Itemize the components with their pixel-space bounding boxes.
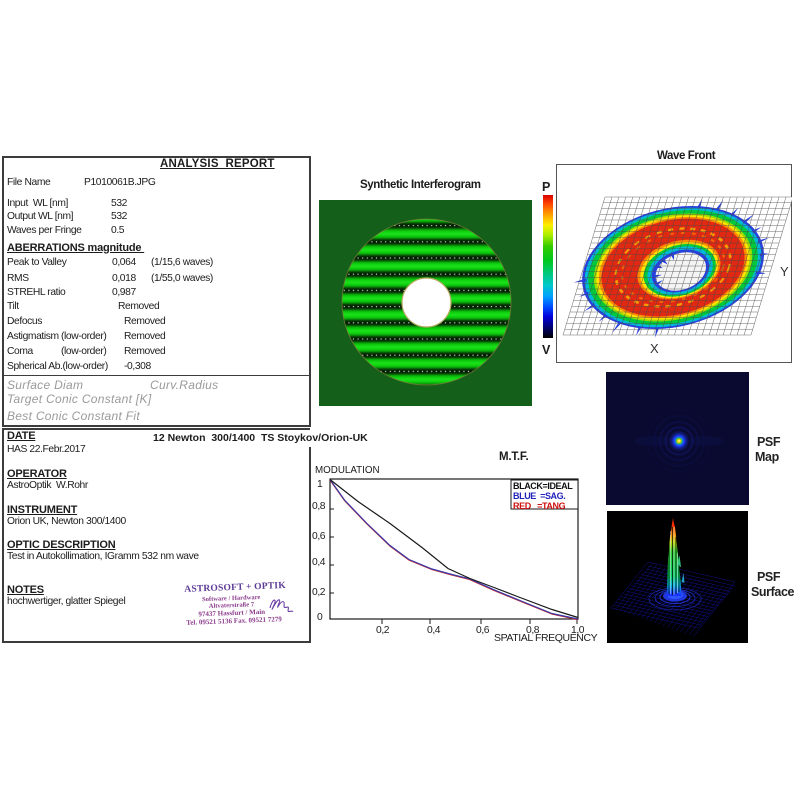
svg-text:Y: Y: [780, 264, 789, 279]
svg-text:X: X: [650, 341, 659, 356]
